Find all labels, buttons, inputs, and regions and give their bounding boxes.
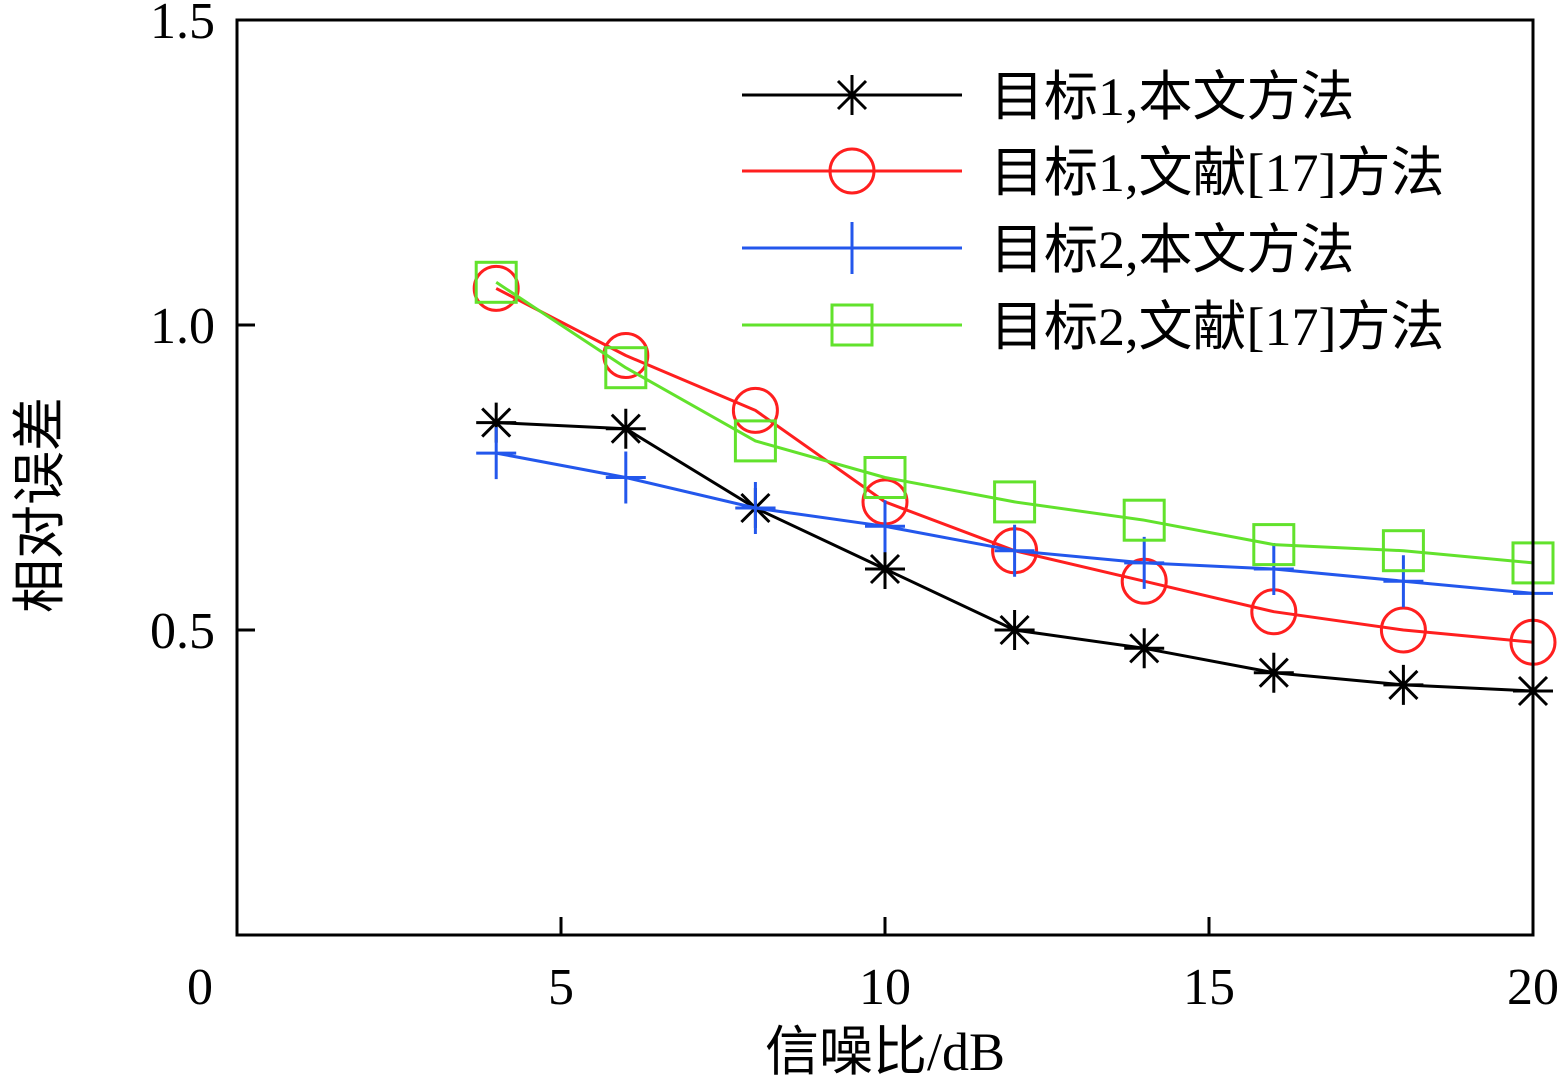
series-4 [474, 260, 1555, 585]
series-4-point-4 [863, 456, 907, 499]
series-2-point-2 [602, 332, 650, 379]
y-tick-label-2: 1.5 [150, 0, 215, 50]
x-tick-label-2: 10 [859, 959, 911, 1016]
series-4-point-7 [1252, 523, 1296, 567]
series-3-point-7 [1253, 543, 1294, 595]
legend-marker-2 [828, 147, 876, 195]
series-1-point-8 [1383, 664, 1424, 705]
legend-label-2: 目标1,文献[17]方法 [990, 143, 1444, 203]
series-1-point-5 [994, 610, 1035, 650]
series-1-point-2 [605, 408, 646, 449]
series-4-point-8 [1381, 529, 1425, 573]
series-3-point-5 [994, 524, 1035, 577]
x-tick-label-3: 15 [1183, 959, 1235, 1016]
series-1-point-6 [1124, 628, 1165, 669]
axis-ticks [237, 323, 1211, 935]
axis-tick-labels: 0 5 10 15 20 0.5 1.0 1.5 [150, 0, 1559, 1016]
y-tick-label-0: 0.5 [150, 603, 215, 660]
legend-label-3: 目标2,本文方法 [990, 220, 1355, 280]
series-3-point-4 [865, 500, 905, 553]
legend-entry-3: 目标2,本文方法 [742, 220, 1355, 280]
series-1-point-4 [865, 549, 905, 589]
x-tick-label-1: 5 [548, 959, 574, 1016]
legend-label-1: 目标1,本文方法 [990, 67, 1355, 127]
legend-entry-2: 目标1,文献[17]方法 [742, 143, 1444, 203]
series-4-point-3 [733, 419, 777, 463]
legend-entry-4: 目标2,文献[17]方法 [742, 297, 1444, 357]
series-4-point-5 [993, 480, 1037, 524]
series-3-point-8 [1383, 555, 1424, 608]
legend-marker-1 [832, 75, 872, 115]
y-axis-label: 相对误差 [10, 397, 70, 613]
series-3 [476, 427, 1553, 620]
legend-marker-3 [832, 222, 872, 274]
y-tick-label-1: 1.0 [150, 298, 215, 355]
legend-marker-4 [830, 303, 874, 347]
series-4-line [495, 281, 1534, 565]
series-1-point-7 [1253, 652, 1294, 693]
series-2-point-1 [472, 264, 520, 312]
series-3-point-2 [605, 451, 646, 504]
series-3-point-6 [1124, 536, 1165, 589]
legend-label-4: 目标2,文献[17]方法 [990, 297, 1444, 357]
series-4-point-1 [474, 260, 518, 304]
series-2-point-3 [731, 386, 779, 434]
series-4-point-6 [1122, 498, 1166, 542]
series-3-point-3 [735, 482, 776, 534]
legend-entry-1: 目标1,本文方法 [742, 67, 1355, 127]
series-2-point-8 [1379, 606, 1427, 654]
x-tick-label-0: 0 [187, 959, 213, 1016]
series-1-point-1 [476, 402, 517, 443]
series-3-point-1 [476, 427, 517, 480]
series-4-point-2 [604, 346, 648, 390]
x-axis-label: 信噪比/dB [765, 1022, 1005, 1082]
x-tick-label-4: 20 [1507, 959, 1559, 1016]
